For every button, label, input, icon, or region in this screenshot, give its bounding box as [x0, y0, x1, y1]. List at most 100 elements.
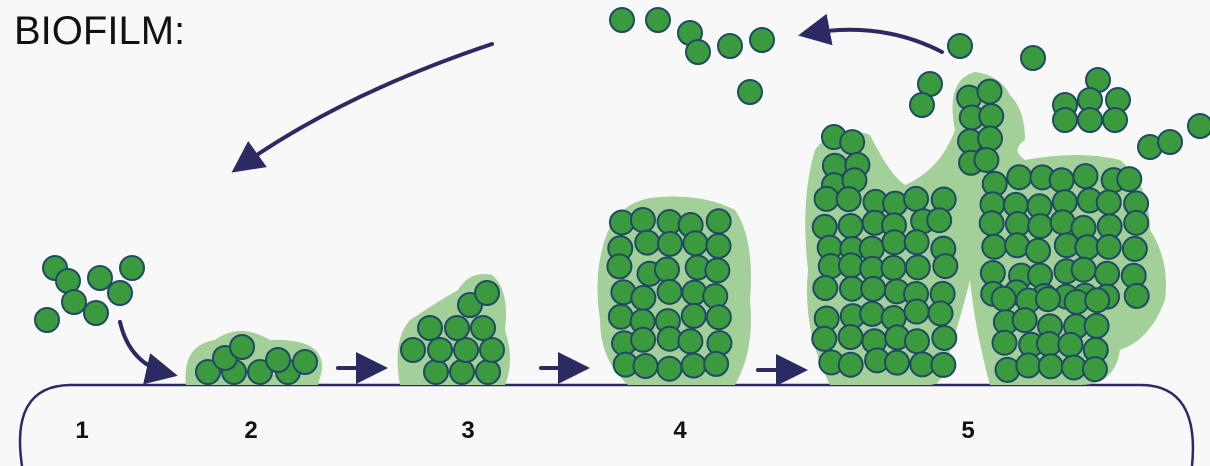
surface: [18, 383, 1195, 466]
bacterium: [837, 212, 864, 239]
bacterium: [195, 359, 221, 385]
bacterium: [704, 257, 731, 284]
bacterium: [1121, 235, 1148, 262]
bacterium: [1157, 129, 1183, 155]
stage-label: 5: [961, 417, 974, 444]
bacterium: [1035, 330, 1062, 357]
attach-arrow: [118, 320, 178, 385]
bacterium: [444, 315, 470, 341]
bacterium: [1094, 260, 1121, 287]
bacterium: [630, 284, 657, 311]
bacterium: [903, 185, 930, 212]
bacterium: [703, 350, 730, 377]
bacterium: [839, 129, 866, 156]
bacterium: [880, 254, 907, 281]
bacterium: [475, 359, 501, 385]
bacterium: [61, 289, 87, 315]
bacterium: [247, 359, 273, 385]
bacterium: [1011, 307, 1038, 334]
bacterium: [1015, 352, 1042, 379]
stage-labels: 1 2 3 4 5: [75, 417, 974, 444]
bacterium: [685, 39, 711, 65]
bacterium: [859, 300, 886, 327]
bacterium: [705, 304, 732, 331]
bacterium: [977, 125, 1004, 152]
bacterium: [682, 230, 709, 257]
bacterium: [423, 359, 449, 385]
bacterium: [630, 326, 657, 353]
bacterium: [83, 300, 109, 326]
bacterium: [606, 253, 633, 280]
bacterium: [903, 229, 930, 256]
bacterium: [680, 302, 707, 329]
bacterium: [653, 256, 680, 283]
bacterium: [1072, 163, 1099, 190]
bacterium: [811, 325, 838, 352]
cells: [34, 7, 1210, 385]
bacterium: [932, 253, 959, 280]
bacterium: [882, 190, 909, 217]
bacterium: [119, 255, 145, 281]
bacterium: [931, 324, 958, 351]
bacterium: [978, 210, 1005, 237]
bacterium: [926, 207, 953, 234]
bacterium: [994, 356, 1021, 383]
bacterium: [34, 307, 60, 333]
bacterium: [903, 298, 930, 325]
stage-label: 1: [75, 417, 88, 444]
bacterium: [835, 186, 862, 213]
bacterium: [837, 351, 864, 378]
bacterium: [107, 280, 133, 306]
bacterium: [1123, 282, 1150, 309]
bacterium: [1095, 189, 1122, 216]
release-arrow: [798, 13, 944, 54]
bacterium: [292, 349, 318, 375]
bacterium: [705, 232, 732, 259]
bacterium: [470, 315, 496, 341]
bacterium: [1027, 213, 1054, 240]
bacterium: [656, 230, 683, 257]
bacterium: [265, 347, 291, 373]
bacterium: [634, 229, 661, 256]
bacterium: [990, 285, 1017, 312]
bacterium: [656, 278, 683, 305]
bacterium: [909, 92, 935, 118]
bacterium: [645, 7, 671, 33]
bacterium: [981, 233, 1008, 260]
bacterium: [1048, 167, 1075, 194]
bacterium: [87, 265, 113, 291]
bacterium: [453, 337, 479, 363]
bacterium: [860, 275, 887, 302]
bacterium: [881, 229, 908, 256]
dispersal-arrow: [231, 42, 494, 173]
bacterium: [717, 33, 743, 59]
bacterium: [1025, 237, 1052, 264]
bacterium: [930, 351, 957, 378]
bacterium: [1116, 166, 1143, 193]
bacterium: [656, 355, 683, 382]
bacterium: [680, 352, 707, 379]
stage-label: 4: [673, 417, 687, 444]
bacterium: [947, 33, 973, 59]
bacterium: [927, 300, 954, 327]
bacterium: [1006, 164, 1033, 191]
stage-label: 3: [461, 417, 474, 444]
bacterium: [991, 329, 1018, 356]
bacterium: [1074, 234, 1101, 261]
bacterium: [629, 206, 656, 233]
bacterium: [656, 209, 683, 236]
bacterium: [883, 349, 910, 376]
bacterium: [1037, 353, 1064, 380]
bacterium: [812, 275, 839, 302]
bacterium: [702, 283, 729, 310]
bacterium: [749, 27, 775, 53]
bacterium: [737, 79, 763, 105]
arrows: [118, 13, 944, 386]
bacterium: [705, 208, 732, 235]
bacterium: [1081, 356, 1108, 383]
bacterium: [677, 328, 704, 355]
bacterium: [1052, 107, 1078, 133]
bacterium: [903, 328, 930, 355]
